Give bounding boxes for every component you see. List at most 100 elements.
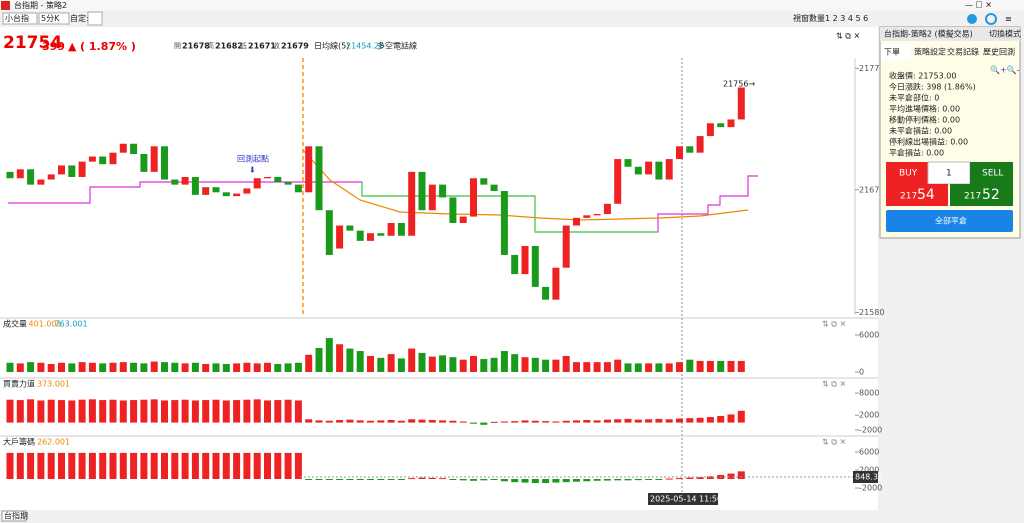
window-title: 台指期 - 策略2 [14, 0, 67, 10]
indicator-bar [284, 452, 292, 479]
candle [243, 188, 251, 194]
buy[interactable]: BUY [899, 169, 918, 179]
candle [78, 161, 86, 177]
indicator-bar [377, 420, 385, 423]
ma-label: 日均線(5) [314, 41, 349, 51]
indicator-bar [140, 452, 148, 479]
indicator-bar [243, 399, 251, 423]
indicator-bar [500, 351, 508, 373]
indicator-bar [696, 417, 704, 423]
indicator-bar [325, 338, 333, 373]
candle [480, 178, 488, 185]
indicator-bar [397, 358, 405, 373]
tab-label[interactable]: 台指期 [4, 511, 28, 521]
sell-btn[interactable] [970, 162, 1013, 184]
indicator-bar [47, 363, 55, 373]
ohlc-value: 21679 [281, 42, 309, 51]
chart-tools[interactable]: ⇅ ⧉ ✕ [836, 32, 860, 41]
icon[interactable] [967, 14, 977, 24]
candle [418, 171, 426, 211]
panel-tools[interactable]: ⇅ ⧉ ✕ [822, 320, 846, 329]
close-all[interactable]: 全部平倉 [935, 216, 967, 226]
indicator-bar [459, 359, 467, 373]
indicator-bar [377, 357, 385, 373]
indicator-bar [171, 400, 179, 423]
indicator-bar [325, 478, 333, 480]
panel-tab[interactable]: 策略設定 [914, 47, 946, 57]
candle [264, 176, 271, 179]
indicator-bar [655, 478, 663, 480]
panel-tools[interactable]: ⇅ ⧉ ✕ [822, 380, 846, 389]
win-buttons[interactable]: — ☐ ✕ [965, 1, 992, 10]
candle [37, 179, 45, 185]
indicator-bar [119, 362, 127, 373]
custom-input[interactable] [87, 11, 103, 26]
indicator-bar [109, 362, 117, 373]
refresh-icon[interactable] [985, 13, 997, 25]
period[interactable]: 5分K [41, 14, 60, 23]
indicator-bar [367, 478, 374, 480]
qty[interactable]: 1 [946, 169, 952, 179]
switch-mode[interactable]: 切換模式 [989, 29, 1021, 39]
candle [676, 146, 683, 160]
indicator-bar [552, 359, 560, 373]
indicator-bar [37, 400, 45, 423]
tab[interactable] [1, 510, 27, 522]
indicator-bar [346, 478, 354, 480]
indicator-bar [119, 400, 127, 423]
indicator-bar [233, 400, 241, 423]
indicator-bar [356, 420, 364, 423]
symbol[interactable]: 小台指 [5, 13, 29, 23]
candle [58, 165, 65, 175]
indicator-bar [325, 420, 333, 423]
indicator-bar [233, 363, 241, 373]
value-box [853, 471, 878, 483]
candle [645, 161, 653, 175]
indicator-bar [37, 362, 45, 373]
candle [202, 187, 210, 195]
panel-tools[interactable]: ⇅ ⧉ ✕ [822, 438, 846, 447]
ask-box[interactable] [950, 184, 1013, 206]
indicator-bar [315, 420, 323, 423]
candle [552, 267, 560, 300]
indicator-bar [511, 421, 519, 423]
zoom-icons[interactable]: 🔍+🔍- [990, 65, 1020, 75]
buy-btn[interactable] [886, 162, 928, 184]
symbol-select[interactable] [2, 12, 38, 25]
statusbar [0, 510, 1024, 523]
indicator-bar [645, 419, 653, 423]
candle [325, 210, 333, 255]
indicator-bar [408, 348, 416, 373]
indicator-bar [521, 357, 529, 373]
indicator-bar [99, 363, 107, 373]
list-icon[interactable]: ≡ [1005, 15, 1012, 24]
custom-label: 自定: [70, 13, 89, 23]
indicator-bar [109, 452, 117, 479]
indicator-bar [346, 348, 354, 373]
panel-tab[interactable]: 下單 [884, 48, 900, 57]
panel-tab[interactable]: 歷史回測 [983, 47, 1015, 57]
panel-value: 763.001 [55, 320, 88, 329]
window-counts[interactable]: 1 2 3 4 5 6 [825, 14, 868, 23]
candle [367, 233, 374, 241]
candle [47, 174, 55, 180]
sell[interactable]: SELL [982, 169, 1003, 179]
bid-box[interactable] [886, 184, 948, 206]
period-select[interactable] [38, 12, 70, 25]
indicator-bar [181, 363, 189, 373]
indicator-bar [284, 363, 292, 373]
close-all-btn[interactable] [886, 210, 1013, 232]
indicator-bar [253, 452, 261, 479]
panel-tab[interactable]: 交易記錄 [947, 47, 979, 57]
indicator-bar [202, 400, 210, 423]
indicator-bar [727, 414, 735, 423]
candle [130, 143, 138, 154]
indicator-bar [212, 363, 220, 373]
indicator-bar [243, 362, 251, 373]
indicator-bar [171, 452, 179, 479]
indicator-bar [264, 362, 271, 373]
candle [336, 225, 344, 249]
panel-tick-label: 2000 [859, 466, 879, 475]
indicator-bar [480, 422, 488, 425]
indicator-bar [593, 420, 601, 423]
